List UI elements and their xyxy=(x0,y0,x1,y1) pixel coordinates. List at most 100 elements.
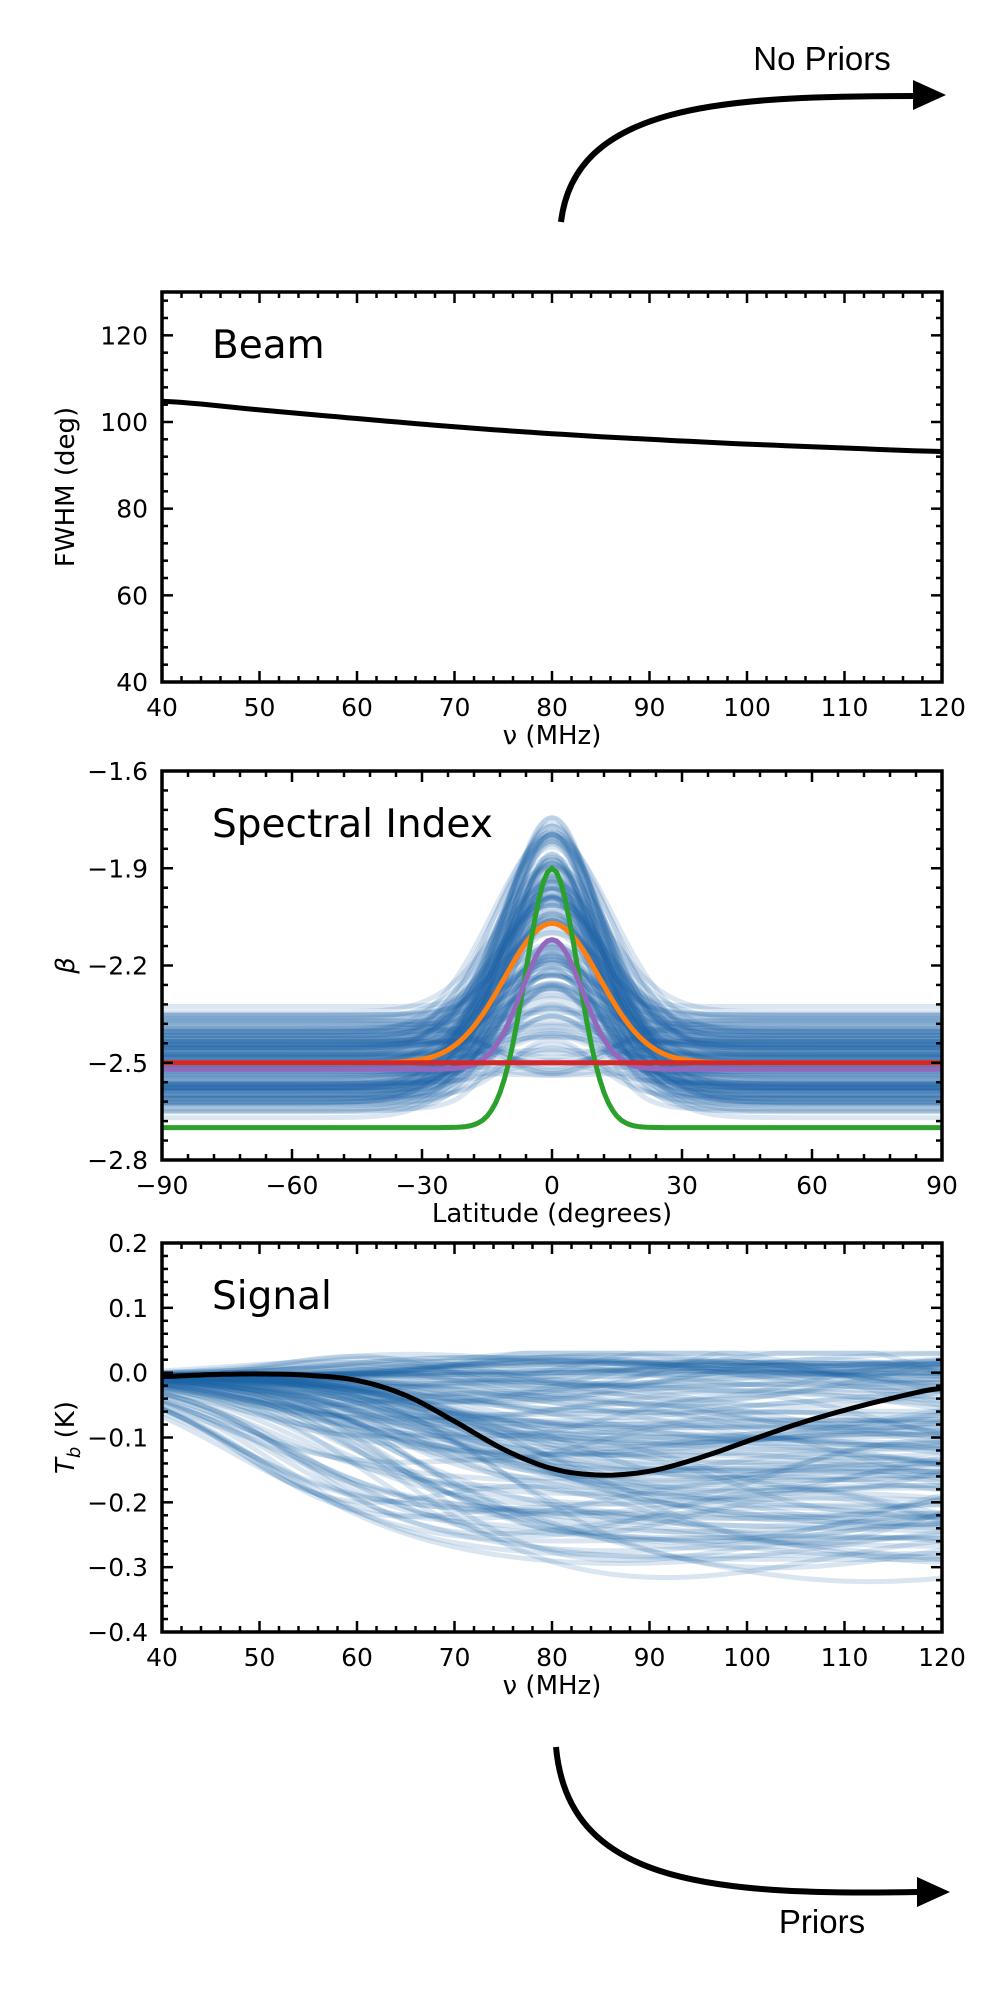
signal-sample-line xyxy=(162,1373,942,1475)
y-tick-label: 120 xyxy=(100,321,148,350)
spectral-sample-line xyxy=(162,861,942,1099)
signal-sample-line xyxy=(162,1373,942,1451)
spectral-sample-line xyxy=(162,838,942,1094)
spectral-sample-line xyxy=(162,872,942,1023)
spectral-sample-line xyxy=(162,985,942,1057)
y-tick-label: −0.2 xyxy=(87,1488,148,1517)
spectral-sample-line xyxy=(162,829,942,1059)
signal-sample-line xyxy=(162,1354,942,1379)
spectral-sample-line xyxy=(162,1037,942,1060)
spectral-sample-line xyxy=(162,953,942,1056)
spectral-sample-line xyxy=(162,902,942,1033)
spectral-sample-line xyxy=(162,917,942,1080)
x-tick-label: −90 xyxy=(136,1171,189,1200)
y-tick-label: 80 xyxy=(116,495,148,524)
spectral-sample-line xyxy=(162,926,942,1039)
x-tick-label: 0 xyxy=(544,1171,560,1200)
signal-sample-line xyxy=(162,1405,942,1539)
signal-sample-line xyxy=(162,1373,942,1414)
spectral-sample-line xyxy=(162,878,942,1091)
spectral-green-line xyxy=(162,865,942,1131)
y-tick-label: 0.0 xyxy=(108,1359,148,1388)
spectral-sample-line xyxy=(162,844,942,1099)
signal-sample-line xyxy=(162,1355,942,1390)
spectral-sample-line xyxy=(162,910,942,1049)
spectral-sample-line xyxy=(162,980,942,1034)
y-axis-label: Tb (K) xyxy=(51,1401,85,1474)
spectral-sample-line xyxy=(162,972,942,1083)
y-tick-label: −1.9 xyxy=(87,854,148,883)
signal-sample-line xyxy=(162,1373,942,1522)
x-tick-label: 60 xyxy=(341,1643,373,1672)
signal-sample-line xyxy=(162,1414,942,1560)
signal-sample-line xyxy=(162,1383,942,1527)
signal-sample-line xyxy=(162,1376,942,1476)
signal-sample-line xyxy=(162,1373,942,1416)
spectral-sample-line xyxy=(162,893,942,1018)
signal-sample-line xyxy=(162,1398,942,1554)
panel-title: Beam xyxy=(212,323,325,368)
signal-sample-line xyxy=(162,1373,942,1448)
spectral-sample-line xyxy=(162,1023,942,1070)
spectral-sample-line xyxy=(162,915,942,1090)
spectral-sample-line xyxy=(162,894,942,1087)
spectral-sample-line xyxy=(162,946,942,1034)
y-tick-label: 40 xyxy=(116,668,148,697)
signal-sample-line xyxy=(162,1382,942,1508)
x-tick-label: 90 xyxy=(634,693,666,722)
y-tick-label: 0.2 xyxy=(108,1229,148,1258)
signal-sample-line xyxy=(162,1378,942,1531)
signal-sample-line xyxy=(162,1377,942,1410)
spectral-sample-line xyxy=(162,947,942,1102)
signal-sample-line xyxy=(162,1376,942,1482)
spectral-samples xyxy=(162,814,942,1121)
signal-sample-line xyxy=(162,1374,942,1431)
spectral-sample-line xyxy=(162,831,942,1009)
spectral-sample-line xyxy=(162,945,942,1018)
spectral-sample-line xyxy=(162,856,942,1099)
spectral-sample-line xyxy=(162,1033,942,1087)
spectral-sample-line xyxy=(162,1006,942,1094)
y-tick-label: −0.1 xyxy=(87,1424,148,1453)
signal-sample-line xyxy=(162,1392,942,1497)
spectral-sample-line xyxy=(162,823,942,1035)
plot-frame xyxy=(160,769,944,1162)
signal-sample-line xyxy=(162,1381,942,1466)
signal-sample-line xyxy=(162,1377,942,1420)
x-tick-label: 30 xyxy=(666,1171,698,1200)
signal-sample-line xyxy=(162,1358,942,1406)
spectral-sample-line xyxy=(162,879,942,1088)
spectral-sample-line xyxy=(162,835,942,1105)
x-tick-label: 40 xyxy=(146,1643,178,1672)
y-tick-label: −0.3 xyxy=(87,1553,148,1582)
signal-true-line xyxy=(162,1371,942,1478)
spectral-sample-line xyxy=(162,918,942,1045)
spectral-sample-line xyxy=(162,879,942,1077)
spectral-sample-line xyxy=(162,896,942,1051)
spectral-sample-line xyxy=(162,1045,942,1077)
signal-sample-line xyxy=(162,1359,942,1376)
spectral-sample-line xyxy=(162,870,942,1044)
signal-sample-line xyxy=(162,1400,942,1559)
signal-sample-line xyxy=(162,1373,942,1514)
spectral-sample-line xyxy=(162,972,942,1114)
signal-sample-line xyxy=(162,1389,942,1501)
spectral-sample-line xyxy=(162,885,942,1039)
no-priors-arrow-curve xyxy=(558,93,916,223)
spectral-sample-line xyxy=(162,1049,942,1074)
signal-sample-line xyxy=(162,1381,942,1534)
spectral-sample-line xyxy=(162,942,942,1068)
spectral-sample-line xyxy=(162,885,942,1094)
spectral-sample-line xyxy=(162,860,942,1115)
spectral-sample-line xyxy=(162,980,942,1101)
signal-sample-line xyxy=(162,1400,942,1477)
panel-title: Spectral Index xyxy=(212,802,493,847)
signal-sample-line xyxy=(162,1386,942,1463)
signal-sample-line xyxy=(162,1366,942,1397)
x-tick-label: 60 xyxy=(796,1171,828,1200)
spectral-sample-line xyxy=(162,815,942,1098)
spectral-sample-line xyxy=(162,880,942,1015)
signal-sample-line xyxy=(162,1373,942,1442)
beam-fwhm-line xyxy=(162,398,942,454)
signal-sample-line xyxy=(162,1378,942,1529)
